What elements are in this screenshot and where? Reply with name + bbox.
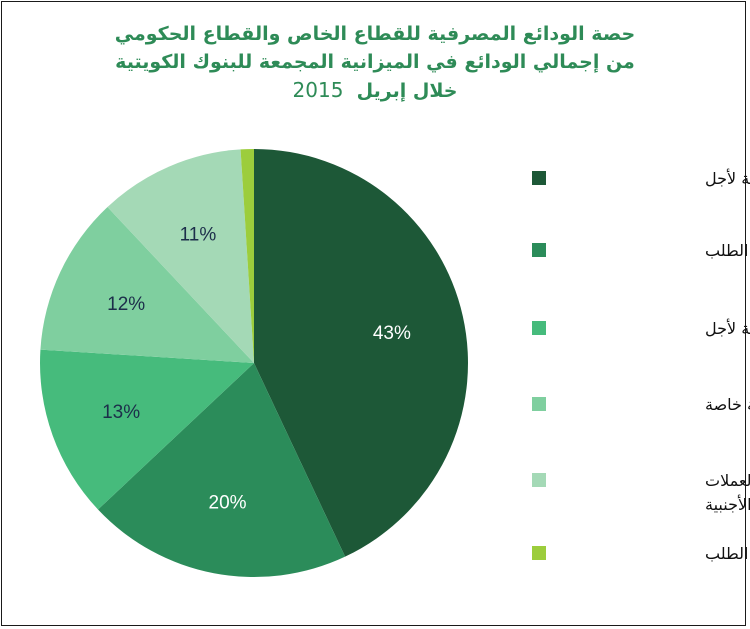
legend-swatch-foreign-currency — [532, 473, 546, 487]
pie-slice-private-demand — [98, 363, 346, 577]
pie-slice-gov-demand — [240, 149, 254, 363]
title-year: 2015 — [292, 78, 344, 102]
legend-swatch-gov-term — [532, 321, 546, 335]
pie-labels: 43% 20% 13% 12% 11% — [102, 224, 411, 513]
legend-label-foreign-currency-line1: خاصة بالعملات — [705, 471, 750, 490]
legend-label-gov-demand: حكومية تحت الطلب — [705, 544, 750, 564]
legend-label-gov-term: حكومية لأجل — [705, 318, 750, 339]
title-line-1: حصة الودائع المصرفية للقطاع الخاص والقطا… — [114, 23, 636, 45]
legend: خاصة لأجل خاصة تحت الطلب حكومية لأجل إدخاري… — [532, 168, 750, 564]
title-line-3-text: خلال إبريل — [356, 80, 458, 102]
slice-label-foreign-currency: 11% — [180, 224, 217, 245]
legend-swatch-savings — [532, 397, 546, 411]
legend-swatch-private-term — [532, 171, 546, 185]
chart-title: حصة الودائع المصرفية للقطاع الخاص والقطا… — [0, 20, 750, 105]
legend-label-private-demand: خاصة تحت الطلب — [705, 241, 750, 260]
slice-label-private-term: 43% — [373, 323, 411, 344]
pie-slice-gov-term — [40, 349, 255, 510]
slice-label-savings: 12% — [107, 294, 145, 315]
legend-label-savings: إدخارية خاصة — [705, 395, 750, 415]
pie-slice-foreign-currency — [107, 149, 254, 363]
pie-slice-private-term — [254, 149, 468, 557]
legend-swatch-gov-demand — [532, 546, 546, 560]
legend-label-foreign-currency-line2: الأجنبية — [705, 494, 750, 514]
pie-slice-savings — [40, 207, 255, 363]
slice-label-private-demand: 20% — [209, 493, 247, 514]
legend-swatch-private-demand — [532, 243, 546, 257]
title-line-2: من إجمالي الودائع في الميزانية المجمعة ل… — [115, 51, 635, 73]
title-line-3: خلال إبريل 2015 — [0, 76, 750, 105]
slice-label-gov-term: 13% — [102, 402, 140, 423]
legend-label-private-term: خاصة لأجل — [705, 168, 750, 188]
pie-slices — [40, 149, 468, 577]
